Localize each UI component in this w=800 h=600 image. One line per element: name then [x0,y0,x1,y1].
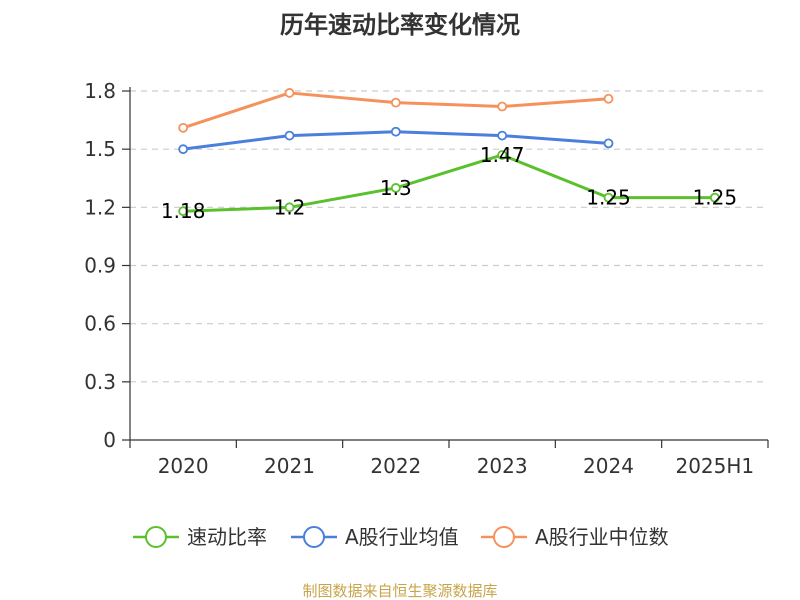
legend-label: A股行业均值 [345,525,459,549]
y-tick-label: 0 [103,428,116,452]
y-tick-label: 1.8 [84,79,116,103]
y-tick-label: 0.3 [84,370,116,394]
data-label: 1.3 [380,176,412,200]
series-1 [178,126,614,155]
legend-circle-icon [145,526,167,548]
x-tick-label: 2023 [477,454,528,478]
data-point [390,126,401,137]
series-0 [178,150,720,217]
legend[interactable]: 速动比率 A股行业均值 A股行业中位数 [133,525,669,549]
data-point [284,130,295,141]
series-2 [178,88,614,133]
x-tick-label: 2024 [583,454,634,478]
data-point [603,93,614,104]
legend-item-0[interactable]: 速动比率 [133,525,267,549]
data-label: 1.47 [480,143,525,167]
grid-lines [130,90,768,383]
x-tick-label: 2020 [158,454,209,478]
series-lines [178,88,720,217]
legend-circle-icon [493,526,515,548]
data-point [497,150,508,160]
x-tick-label: 2022 [370,454,421,478]
x-tick-label: 2021 [264,454,315,478]
data-label: 1.2 [274,195,306,219]
data-point [497,101,508,112]
data-point [178,144,189,155]
y-tick-label: 1.2 [84,195,116,219]
series-line [183,153,715,213]
y-tick-label: 0.6 [84,312,116,336]
data-point [390,97,401,108]
chart-title: 历年速动比率变化情况 [280,11,520,39]
legend-item-2[interactable]: A股行业中位数 [481,525,669,549]
data-point [603,138,614,149]
x-tick-label: 2025H1 [675,454,754,478]
data-point [390,183,401,193]
data-label: 1.25 [586,186,631,210]
data-point [284,202,295,213]
data-labels: 1.18 1.2 1.3 1.47 1.25 1.25 [161,143,737,223]
data-label: 1.18 [161,199,206,223]
data-point [497,130,508,141]
data-point [709,192,720,203]
data-point [284,88,295,98]
legend-label: A股行业中位数 [535,525,669,549]
data-label: 1.25 [693,186,738,210]
legend-item-1[interactable]: A股行业均值 [291,525,459,549]
source-note: 制图数据来自恒生聚源数据库 [302,582,497,600]
legend-circle-icon [303,526,325,548]
data-point [178,206,189,217]
legend-label: 速动比率 [187,525,267,549]
data-point [178,122,189,133]
y-tick-label: 0.9 [84,254,116,278]
data-point [603,192,614,203]
y-tick-label: 1.5 [84,137,116,161]
axes: 0 0.3 0.6 0.9 1.2 1.5 1.8 2020 2021 2022 2023 2024 2… [84,79,769,478]
